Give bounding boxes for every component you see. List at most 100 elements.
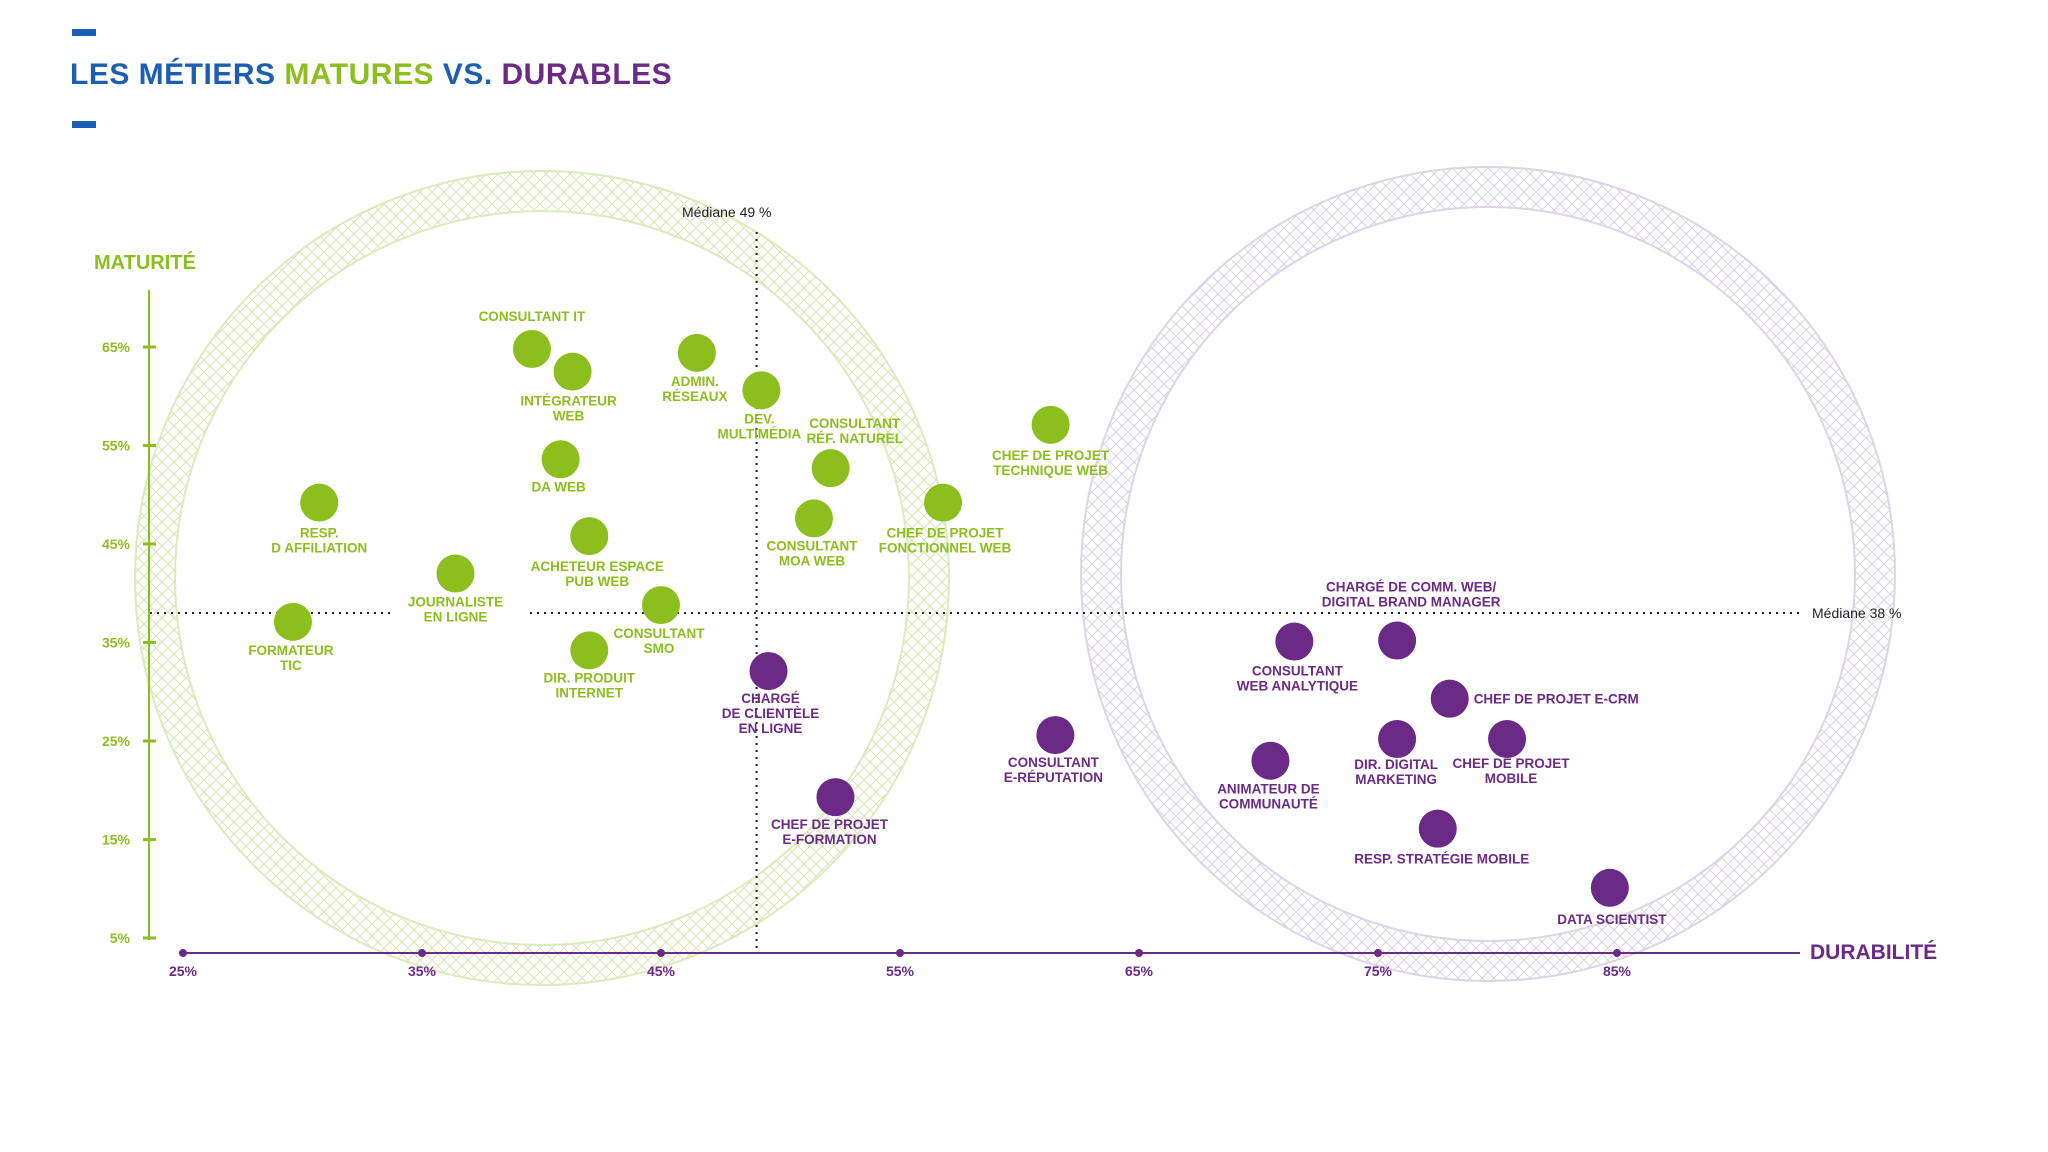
title-part-matures: MATURES <box>284 58 434 91</box>
data-point[interactable] <box>1418 809 1457 848</box>
data-point[interactable] <box>1378 720 1417 759</box>
data-point[interactable] <box>1031 405 1070 444</box>
x-tick-mark <box>1374 949 1382 957</box>
data-point-label: FONCTIONNEL WEB <box>879 541 1012 556</box>
page-title: LES MÉTIERS MATURES VS. DURABLES <box>70 58 672 92</box>
data-point[interactable] <box>541 440 580 479</box>
data-point[interactable] <box>794 499 833 538</box>
data-point-label: DATA SCIENTIST <box>1557 912 1667 927</box>
data-point[interactable] <box>742 371 781 410</box>
data-point[interactable] <box>749 652 788 691</box>
data-point-label: DIGITAL BRAND MANAGER <box>1322 595 1501 610</box>
y-tick-label: 65% <box>102 339 131 355</box>
x-tick-label: 25% <box>169 963 198 979</box>
x-tick-label: 45% <box>647 963 676 979</box>
title-part-durables: DURABLES <box>501 58 673 91</box>
data-point[interactable] <box>553 352 592 391</box>
data-point-label: CHEF DE PROJET <box>771 817 889 832</box>
data-point-label: CONSULTANT <box>1008 755 1100 770</box>
data-point-label: RESP. <box>300 526 339 541</box>
data-point-label: DEV. <box>744 411 774 426</box>
data-point[interactable] <box>1378 621 1417 660</box>
durable-ring <box>1081 167 1895 981</box>
data-point[interactable] <box>436 554 475 593</box>
data-point[interactable] <box>1590 868 1629 907</box>
durable-ring-outer-edge <box>1080 166 1896 982</box>
durable-ring-inner-edge <box>1120 206 1856 942</box>
median-y-label: Médiane 38 % <box>1812 605 1902 621</box>
data-point-label: INTERNET <box>556 685 624 700</box>
data-point-label: CHEF DE PROJET <box>887 526 1005 541</box>
data-point-label: DA WEB <box>531 479 585 494</box>
y-tick-label: 55% <box>102 438 131 454</box>
data-point[interactable] <box>570 631 609 670</box>
title-bottom-bar <box>72 121 96 128</box>
data-point-label: ACHETEUR ESPACE <box>531 559 664 574</box>
median-x-label: Médiane 49 % <box>682 204 772 220</box>
data-point-label: E-FORMATION <box>782 832 876 847</box>
data-point[interactable] <box>512 329 551 368</box>
x-tick-label: 65% <box>1125 963 1154 979</box>
x-tick-label: 85% <box>1603 963 1632 979</box>
data-point[interactable] <box>300 483 339 522</box>
data-point-label: INTÉGRATEUR <box>520 394 617 409</box>
x-tick-mark <box>657 949 665 957</box>
data-point-label: MULTIMÉDIA <box>718 426 802 441</box>
data-point[interactable] <box>1488 720 1527 759</box>
data-point-label: CHEF DE PROJET <box>1453 756 1571 771</box>
data-point-label: D AFFILIATION <box>271 541 367 556</box>
data-point[interactable] <box>273 602 312 641</box>
data-point-label: PUB WEB <box>565 574 629 589</box>
y-tick-label: 45% <box>102 536 131 552</box>
data-point-label: RESP. STRATÉGIE MOBILE <box>1354 852 1529 867</box>
x-tick-mark <box>179 949 187 957</box>
data-point-label: FORMATEUR <box>248 643 333 658</box>
data-point[interactable] <box>642 586 680 625</box>
mature-ring-outer-edge <box>134 170 950 986</box>
data-point-label: RÉF. NATUREL <box>806 431 903 446</box>
data-point-label: CHARGÉ DE COMM. WEB/ <box>1326 580 1496 595</box>
data-point[interactable] <box>1275 622 1314 661</box>
data-point[interactable] <box>1036 716 1075 755</box>
y-tick-label: 25% <box>102 733 131 749</box>
data-point-label: RÉSEAUX <box>662 389 727 404</box>
x-tick-mark <box>896 949 904 957</box>
data-point[interactable] <box>1430 679 1469 718</box>
data-point-label: ANIMATEUR DE <box>1217 782 1320 797</box>
data-point-label: COMMUNAUTÉ <box>1219 797 1318 812</box>
y-tick-label: 5% <box>110 930 131 946</box>
data-point[interactable] <box>816 778 855 817</box>
x-tick-label: 55% <box>886 963 915 979</box>
x-tick-mark <box>418 949 426 957</box>
data-point-label: MOBILE <box>1485 771 1538 786</box>
data-point-label: DIR. PRODUIT <box>544 670 636 685</box>
data-point[interactable] <box>570 517 609 556</box>
data-point-label: DIR. DIGITAL <box>1354 757 1438 772</box>
data-point-label: CONSULTANT <box>766 538 858 553</box>
data-point-label: E-RÉPUTATION <box>1004 770 1103 785</box>
x-tick-mark <box>1135 949 1143 957</box>
data-point-label: CONSULTANT IT <box>479 309 586 324</box>
mature-ring-inner-edge <box>174 210 910 946</box>
x-axis-label: DURABILITÉ <box>1810 941 1937 964</box>
data-point-label: CHEF DE PROJET <box>992 448 1110 463</box>
data-point[interactable] <box>677 333 716 372</box>
data-point-label: WEB <box>553 409 585 424</box>
data-point[interactable] <box>811 449 850 488</box>
data-point-label: CONSULTANT <box>809 416 901 431</box>
data-point-label: TECHNIQUE WEB <box>993 463 1108 478</box>
data-point-label: EN LIGNE <box>739 721 803 736</box>
x-tick-label: 35% <box>408 963 437 979</box>
y-tick-label: 35% <box>102 635 131 651</box>
data-point-label: CHARGÉ <box>741 691 800 706</box>
data-point-label: SMO <box>644 641 675 656</box>
mature-ring <box>135 171 949 985</box>
data-point-label: EN LIGNE <box>424 610 488 625</box>
data-point[interactable] <box>924 483 963 522</box>
data-point-label: CONSULTANT <box>1252 664 1344 679</box>
title-part-metiers: LES MÉTIERS <box>70 58 285 91</box>
data-point[interactable] <box>1251 741 1290 780</box>
y-tick-label: 15% <box>102 832 131 848</box>
